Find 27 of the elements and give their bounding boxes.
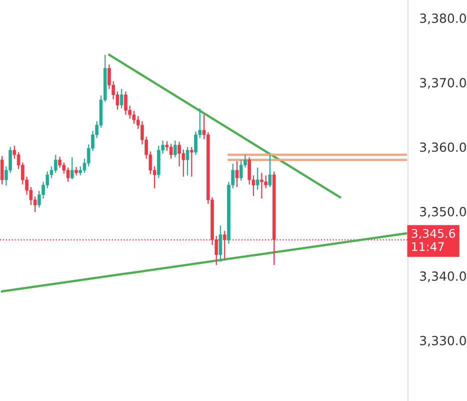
candlestick xyxy=(268,154,272,188)
candlestick xyxy=(256,167,260,190)
y-tick-label: 3,330.0 xyxy=(420,336,466,347)
candlestick xyxy=(58,156,62,168)
y-tick-label: 3,340.0 xyxy=(420,271,466,282)
candlestick xyxy=(186,146,190,176)
candlestick xyxy=(218,225,222,262)
candlestick xyxy=(190,146,194,178)
candlestick xyxy=(248,156,251,185)
ref-line-label: 3,345.6 11:47 xyxy=(412,228,456,251)
y-tick-label: 3,350.0 xyxy=(420,206,466,218)
candlestick xyxy=(165,140,169,152)
candlestick xyxy=(124,90,128,116)
y-tick-label: 3,370.0 xyxy=(420,78,466,89)
candlestick xyxy=(174,140,177,158)
candlestick xyxy=(0,155,4,185)
candlestick xyxy=(260,172,264,200)
candlestick xyxy=(169,143,173,160)
candlestick xyxy=(120,88,124,109)
candlestick xyxy=(194,130,198,156)
candlestick xyxy=(54,154,58,174)
candlestick xyxy=(78,166,82,176)
candlestick xyxy=(235,160,239,188)
y-tick-label: 3,360.0 xyxy=(420,142,466,154)
y-tick-label: 3,380.0 xyxy=(420,14,466,24)
candlestick xyxy=(178,141,181,167)
candlestick xyxy=(70,156,74,180)
